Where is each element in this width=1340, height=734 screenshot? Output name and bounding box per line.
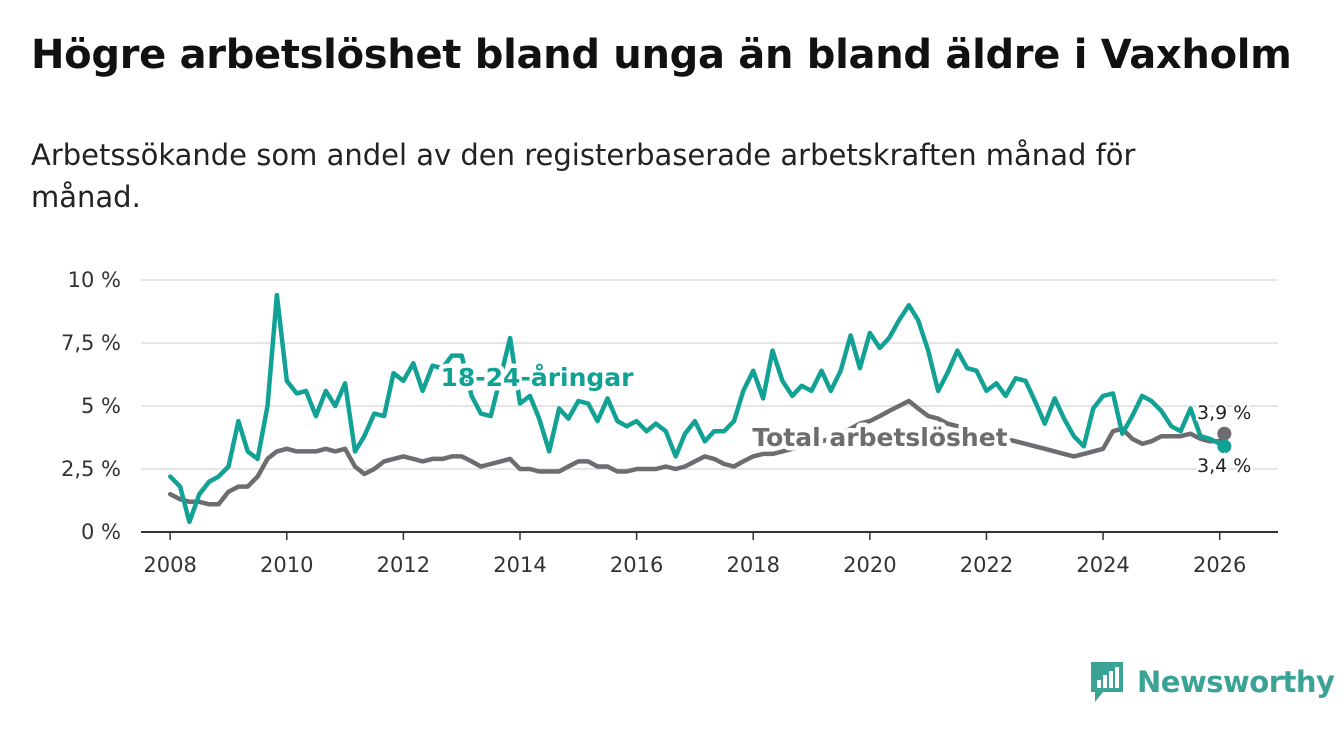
series-line-youth xyxy=(167,292,1227,525)
newsworthy-logo: Newsworthy xyxy=(1089,660,1335,704)
end-point-total xyxy=(1217,426,1232,441)
y-tick-label: 10 % xyxy=(68,268,121,292)
grid-lines xyxy=(141,279,1278,533)
newsworthy-logo-icon xyxy=(1091,662,1123,702)
chart-subtitle: Arbetssökande som andel av den registerb… xyxy=(31,138,1136,214)
x-tick-label: 2016 xyxy=(610,553,663,577)
series-labels: 18-24-åringar Total arbetslöshet 3,4 % 3,9 … xyxy=(436,359,1254,480)
x-tick-label: 2014 xyxy=(493,553,546,577)
x-tick-label: 2018 xyxy=(727,553,780,577)
end-value-label-total: 3,9 % xyxy=(1197,402,1251,424)
series-label-youth: 18-24-åringar xyxy=(441,363,635,392)
end-value-label-youth: 3,4 % xyxy=(1197,455,1251,477)
series-label-total: Total arbetslöshet xyxy=(752,423,1007,452)
series-lines xyxy=(167,292,1232,525)
y-tick-label: 7,5 % xyxy=(61,331,121,355)
x-tick-label: 2024 xyxy=(1076,553,1129,577)
x-tick-label: 2010 xyxy=(260,553,313,577)
x-tick-label: 2012 xyxy=(377,553,430,577)
y-tick-label: 2,5 % xyxy=(61,457,121,481)
x-tick-label: 2022 xyxy=(960,553,1013,577)
x-tick-label: 2020 xyxy=(843,553,896,577)
series-line-total xyxy=(167,398,1227,507)
x-tick-label: 2008 xyxy=(143,553,196,577)
y-tick-label: 0 % xyxy=(81,520,121,544)
y-tick-label: 5 % xyxy=(81,394,121,418)
newsworthy-logo-text: Newsworthy xyxy=(1137,665,1335,699)
end-point-youth xyxy=(1217,439,1232,454)
chart-title: Högre arbetslöshet bland unga än bland ä… xyxy=(31,32,1292,78)
line-chart: 0 % 2,5 % 5 % 7,5 % 10 % 2008 2010 2012 2014 201… xyxy=(61,268,1278,577)
x-axis-ticks: 2008 2010 2012 2014 2016 2018 2020 2022 2024 2026 xyxy=(143,532,1246,577)
y-axis-ticks: 0 % 2,5 % 5 % 7,5 % 10 % xyxy=(61,268,121,544)
x-tick-label: 2026 xyxy=(1193,553,1246,577)
